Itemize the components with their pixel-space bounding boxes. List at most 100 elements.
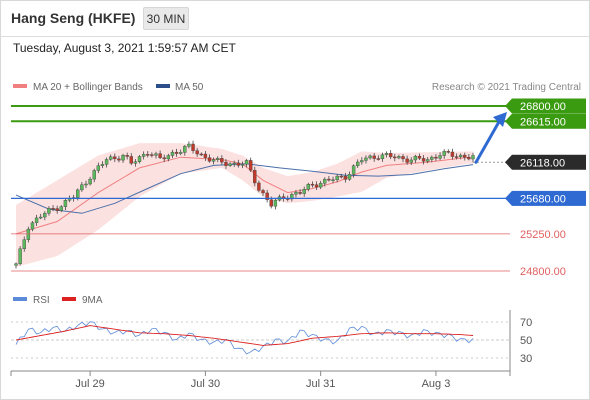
level-label-target: 25250.00 [520, 229, 566, 241]
forecast-arrow-shaft [474, 118, 502, 164]
candle [178, 149, 183, 156]
candle-body [133, 161, 138, 164]
candle [88, 176, 92, 186]
candle [364, 155, 368, 164]
candle [302, 186, 306, 197]
level-label-bg-resistance [512, 98, 586, 114]
level-label-bg-support [512, 190, 586, 206]
candle-body [174, 151, 179, 154]
candle [100, 161, 105, 169]
x-tick-label: Jul 29 [75, 378, 104, 390]
candle-body [409, 159, 413, 163]
candle [199, 152, 203, 157]
candle [224, 159, 228, 169]
candle-body [141, 154, 146, 157]
candle [253, 166, 257, 187]
candle-body [211, 159, 216, 162]
candle [360, 157, 364, 165]
candle [413, 154, 418, 164]
candle [232, 160, 236, 168]
candle-body [306, 183, 311, 190]
candle-body [393, 156, 397, 159]
candle-body [467, 157, 471, 160]
candle [162, 154, 166, 163]
candle-body [426, 159, 430, 162]
bollinger-band-fill [16, 143, 473, 267]
rsi-ma-line [15, 325, 474, 346]
candle-body [339, 175, 343, 178]
candle-body [401, 156, 405, 160]
candle [318, 180, 323, 190]
candle-body [104, 159, 109, 165]
candle-body [129, 156, 133, 164]
candle [187, 141, 191, 149]
candle-body [199, 153, 203, 156]
bollinger-legend-label: MA 20 + Bollinger Bands [33, 82, 143, 93]
candle [339, 173, 343, 179]
candle [265, 189, 269, 203]
candle [442, 149, 446, 159]
bollinger-legend-swatch [13, 84, 27, 88]
candle-body [413, 155, 418, 161]
candle [183, 145, 187, 156]
candle-body [18, 248, 22, 264]
candle-body [170, 151, 175, 156]
candle [55, 205, 59, 214]
ma20-line [15, 156, 469, 235]
candle [158, 150, 162, 160]
candle-body [471, 155, 475, 160]
x-tick-label: Jul 31 [306, 378, 335, 390]
rsi-tick-label: 30 [520, 353, 532, 365]
candle [137, 154, 142, 164]
candle [257, 180, 261, 193]
candle [471, 152, 475, 163]
candle [261, 188, 265, 196]
candle-body [463, 154, 467, 158]
candle [306, 182, 311, 192]
candle-body [232, 162, 236, 165]
candle [22, 236, 26, 252]
candle-body [30, 222, 35, 230]
timeframe-button[interactable]: 30 MIN [143, 7, 189, 30]
candle-body [368, 155, 372, 159]
candle [96, 162, 101, 174]
candle-body [108, 156, 113, 160]
candle-body [380, 154, 385, 160]
candle [446, 149, 450, 154]
candle [170, 149, 175, 159]
candle-body [34, 217, 39, 223]
candle [146, 151, 150, 158]
candle [47, 206, 51, 216]
level-label-target: 24800.00 [520, 266, 566, 278]
candle-body [63, 200, 68, 207]
candle-body [458, 154, 463, 158]
candle [467, 154, 471, 161]
candle-body [388, 153, 393, 158]
candle [458, 153, 463, 160]
candle [211, 157, 216, 165]
rsi-legend-swatch [13, 297, 27, 301]
candle [216, 156, 220, 163]
candle [388, 150, 393, 160]
rsi-ma-legend-swatch [62, 297, 76, 301]
candle [84, 180, 88, 189]
candle [236, 159, 241, 168]
candle [393, 153, 397, 162]
candle-body [150, 154, 154, 156]
candle-body [438, 155, 442, 159]
candle-body [421, 158, 426, 162]
candle [384, 151, 389, 158]
candle-body [125, 155, 129, 157]
candle-body [360, 160, 364, 163]
candle [18, 246, 22, 266]
candle [294, 189, 298, 198]
level-label-resistance: 26800.00 [520, 101, 566, 113]
level-label-resistance: 26615.00 [520, 116, 566, 128]
candle-body [14, 263, 18, 266]
instrument-title: Hang Seng (HKFE) [11, 10, 136, 26]
candle-body [356, 161, 360, 166]
rsi-legend-label: RSI [33, 295, 50, 306]
candle-body [244, 160, 249, 165]
candle-body [236, 162, 241, 166]
candle-body [26, 228, 31, 240]
